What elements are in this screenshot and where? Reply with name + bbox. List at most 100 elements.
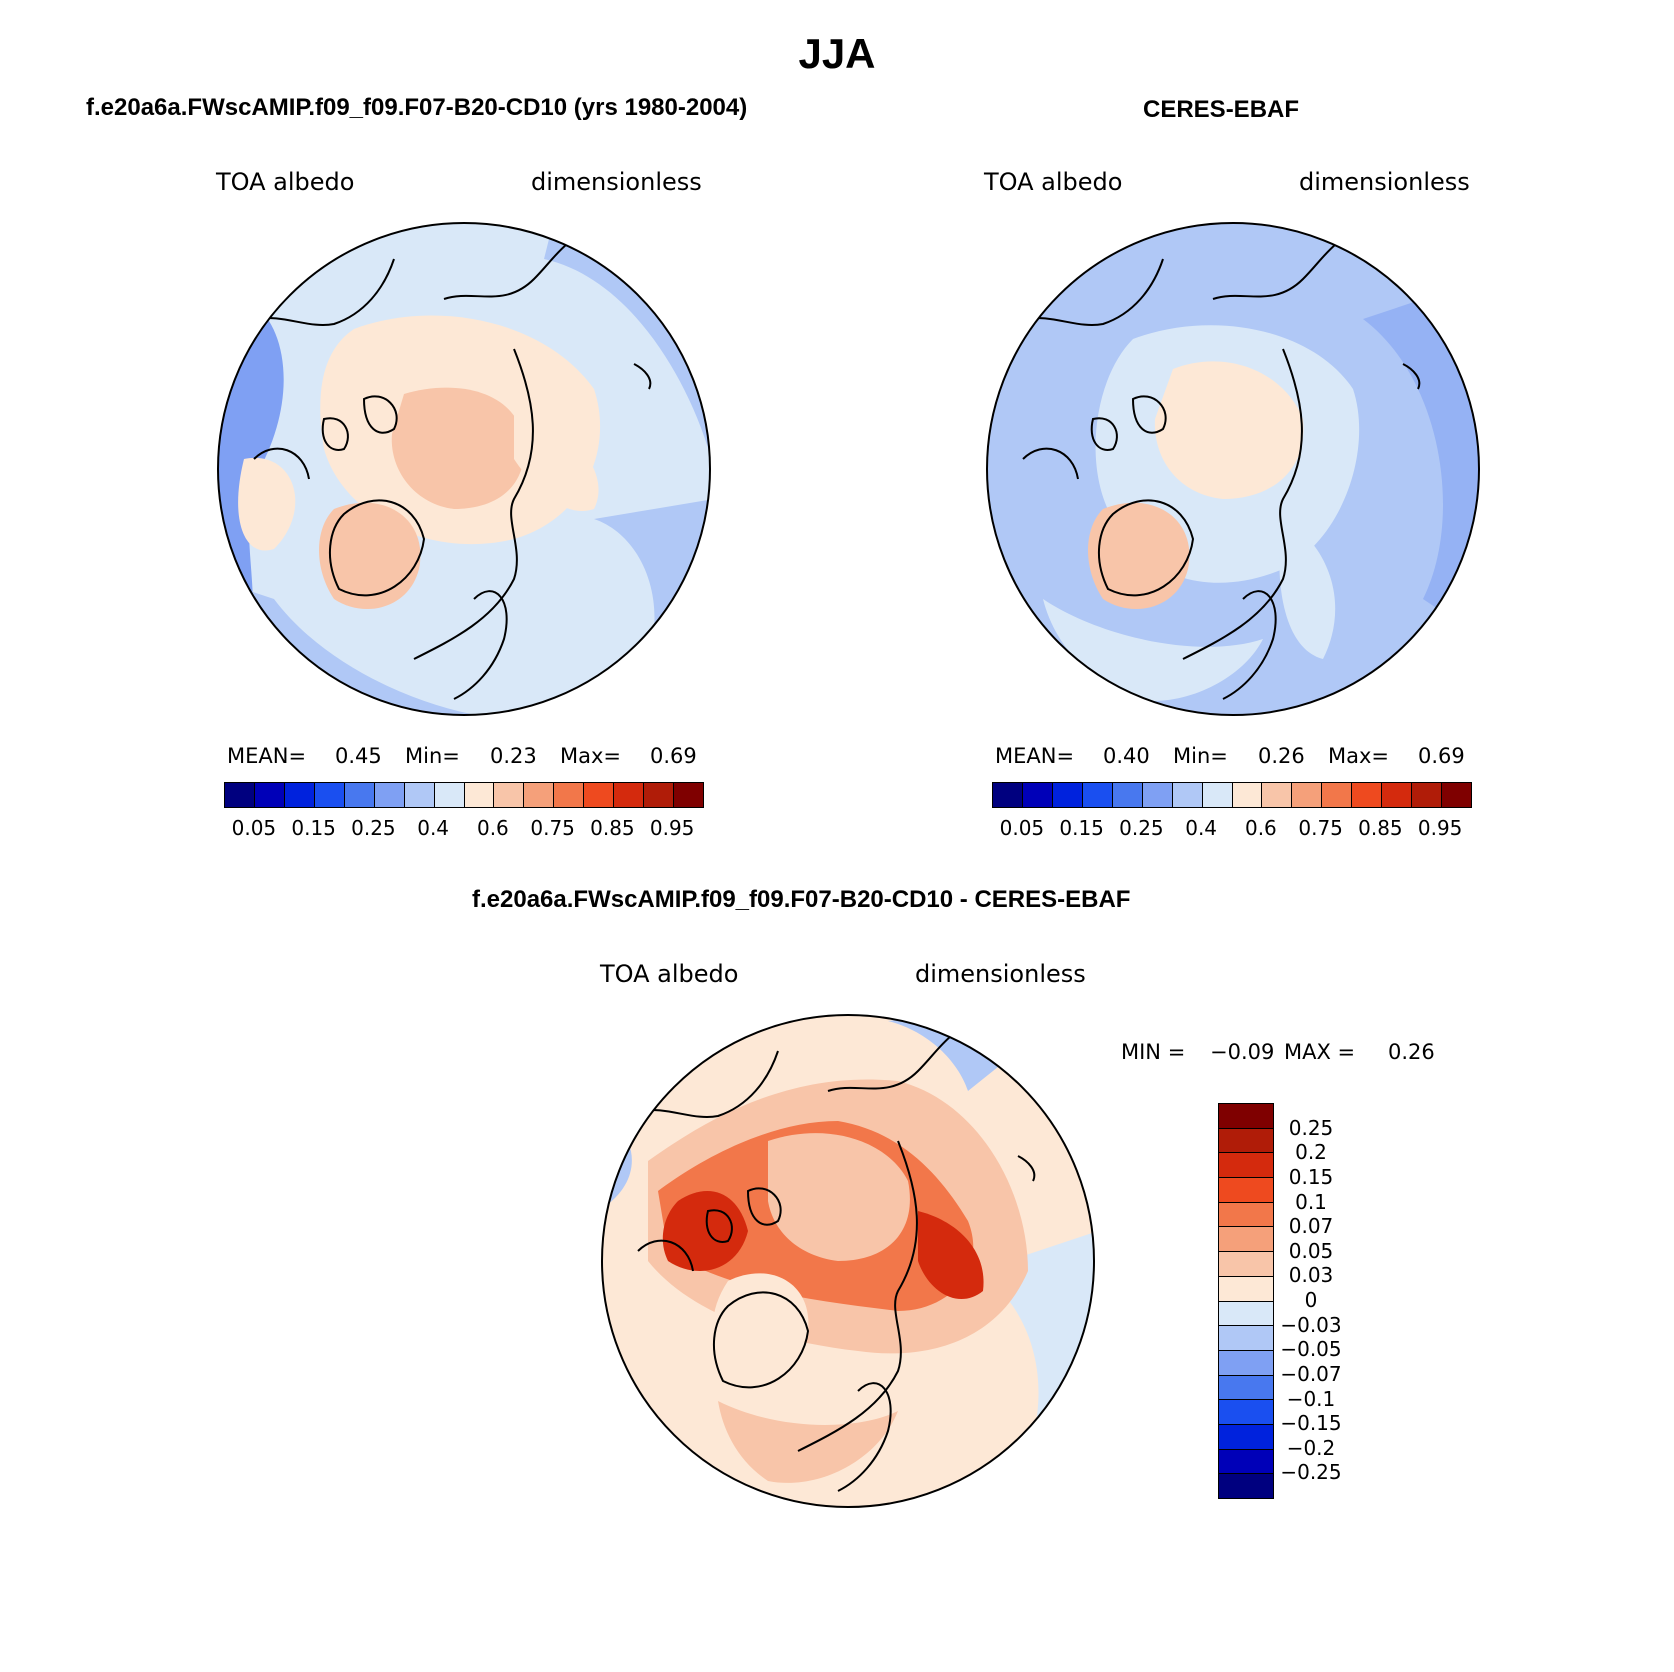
- model-colorbar-cell: [614, 783, 645, 807]
- model-min-value: 0.23: [490, 744, 537, 768]
- obs-units-label: dimensionless: [1299, 168, 1470, 196]
- obs-colorbar-cell: [1142, 783, 1173, 807]
- obs-panel-title: CERES-EBAF: [1143, 96, 1300, 123]
- obs-variable-label: TOA albedo: [984, 168, 1123, 196]
- obs-max-value: 0.69: [1418, 744, 1465, 768]
- obs-colorbar-cell: [1292, 783, 1323, 807]
- obs-min-value: 0.26: [1258, 744, 1305, 768]
- diff-colorbar-cell: [1219, 1276, 1273, 1302]
- model-colorbar: [224, 782, 704, 808]
- diff-colorbar-cell: [1219, 1424, 1273, 1450]
- obs-colorbar-cell: [993, 783, 1023, 807]
- diff-colorbar-cell: [1219, 1375, 1273, 1401]
- obs-colorbar-cell: [1382, 783, 1413, 807]
- model-variable-label: TOA albedo: [216, 168, 355, 196]
- obs-polar-map: [986, 222, 1480, 716]
- diff-max-label: MAX =: [1284, 1040, 1356, 1064]
- model-units-label: dimensionless: [531, 168, 702, 196]
- model-colorbar-tick-label: 0.75: [530, 816, 575, 840]
- diff-panel-title: f.e20a6a.FWscAMIP.f09_f09.F07-B20-CD10 -…: [472, 886, 1131, 913]
- model-colorbar-tick-label: 0.4: [417, 816, 450, 840]
- diff-colorbar-tick-label: −0.05: [1280, 1337, 1342, 1362]
- obs-colorbar-cell: [1322, 783, 1353, 807]
- obs-colorbar-tick-label: 0.95: [1417, 816, 1463, 840]
- model-colorbar-cell: [494, 783, 525, 807]
- obs-colorbar-cell: [1442, 783, 1471, 807]
- obs-colorbar-cell: [1232, 783, 1263, 807]
- obs-colorbar-cell: [1412, 783, 1443, 807]
- diff-colorbar-cell: [1219, 1178, 1273, 1203]
- figure-title: JJA: [798, 30, 876, 77]
- obs-colorbar-tick-label: 0.15: [1059, 816, 1104, 840]
- model-colorbar-cell: [225, 783, 255, 807]
- diff-colorbar-cell: [1219, 1104, 1273, 1129]
- diff-colorbar-tick-label: −0.03: [1280, 1312, 1342, 1337]
- model-mean-label: MEAN=: [227, 744, 307, 768]
- diff-colorbar-tick-label: −0.25: [1280, 1460, 1342, 1485]
- diff-colorbar-tick-label: 0.1: [1295, 1189, 1327, 1214]
- diff-colorbar-cell: [1219, 1252, 1273, 1277]
- model-colorbar-cell: [254, 783, 285, 807]
- model-max-label: Max=: [560, 744, 622, 768]
- model-panel-title: f.e20a6a.FWscAMIP.f09_f09.F07-B20-CD10 (…: [86, 94, 748, 121]
- obs-colorbar-tick-label: 0.4: [1185, 816, 1218, 840]
- obs-mean-value: 0.40: [1103, 744, 1150, 768]
- obs-colorbar-tick-label: 0.85: [1358, 816, 1403, 840]
- model-colorbar-cell: [464, 783, 495, 807]
- model-colorbar-tick-label: 0.15: [291, 816, 336, 840]
- model-colorbar-cell: [314, 783, 345, 807]
- diff-colorbar-tick-label: −0.07: [1280, 1361, 1342, 1386]
- model-mean-value: 0.45: [335, 744, 382, 768]
- diff-colorbar-cell: [1219, 1474, 1273, 1498]
- diff-max-value: 0.26: [1388, 1040, 1435, 1064]
- diff-colorbar-cell: [1219, 1227, 1273, 1253]
- obs-colorbar-cell: [1022, 783, 1053, 807]
- obs-colorbar-tick-label: 0.75: [1298, 816, 1343, 840]
- model-colorbar-cell: [284, 783, 315, 807]
- diff-units-label: dimensionless: [915, 960, 1086, 988]
- model-colorbar-cell: [584, 783, 615, 807]
- diff-colorbar-cell: [1219, 1400, 1273, 1425]
- model-colorbar-cell: [434, 783, 465, 807]
- diff-min-value: −0.09: [1210, 1040, 1275, 1064]
- diff-colorbar-tick-label: 0.15: [1288, 1164, 1334, 1189]
- diff-colorbar-tick-label: 0: [1304, 1288, 1318, 1312]
- obs-colorbar-cell: [1202, 783, 1233, 807]
- diff-min-label: MIN =: [1121, 1040, 1186, 1064]
- diff-colorbar-tick-label: 0.2: [1295, 1140, 1327, 1165]
- diff-colorbar-tick-label: 0.05: [1288, 1238, 1334, 1263]
- diff-colorbar-tick-label: 0.25: [1288, 1115, 1334, 1140]
- model-colorbar-tick-label: 0.6: [476, 816, 509, 840]
- model-colorbar-tick-label: 0.25: [351, 816, 396, 840]
- obs-colorbar-cell: [1172, 783, 1203, 807]
- obs-colorbar-tick-label: 0.05: [999, 816, 1045, 840]
- model-colorbar-tick-label: 0.05: [231, 816, 277, 840]
- diff-colorbar-tick-label: −0.2: [1286, 1435, 1336, 1460]
- obs-colorbar-tick-label: 0.25: [1119, 816, 1164, 840]
- diff-colorbar-tick-label: 0.03: [1288, 1263, 1334, 1288]
- obs-colorbar-tick-label: 0.6: [1244, 816, 1277, 840]
- diff-colorbar-cell: [1219, 1202, 1273, 1228]
- diff-colorbar-cell: [1219, 1153, 1273, 1179]
- obs-min-label: Min=: [1173, 744, 1228, 768]
- model-polar-map: [217, 222, 711, 716]
- obs-colorbar-cell: [1262, 783, 1293, 807]
- obs-max-label: Max=: [1328, 744, 1390, 768]
- diff-colorbar-tick-label: −0.15: [1280, 1411, 1342, 1436]
- model-max-value: 0.69: [650, 744, 697, 768]
- model-colorbar-tick-label: 0.95: [649, 816, 695, 840]
- diff-colorbar-tick-label: −0.1: [1286, 1386, 1336, 1411]
- model-colorbar-cell: [404, 783, 435, 807]
- obs-mean-label: MEAN=: [995, 744, 1075, 768]
- obs-colorbar-cell: [1082, 783, 1113, 807]
- diff-colorbar-cell: [1219, 1301, 1273, 1327]
- diff-colorbar-cell: [1219, 1128, 1273, 1154]
- diff-colorbar-cell: [1219, 1449, 1273, 1475]
- model-colorbar-cell: [644, 783, 675, 807]
- obs-colorbar: [992, 782, 1472, 808]
- model-colorbar-cell: [674, 783, 703, 807]
- diff-colorbar-cell: [1219, 1326, 1273, 1351]
- model-min-label: Min=: [405, 744, 460, 768]
- obs-colorbar-cell: [1352, 783, 1383, 807]
- model-colorbar-cell: [374, 783, 405, 807]
